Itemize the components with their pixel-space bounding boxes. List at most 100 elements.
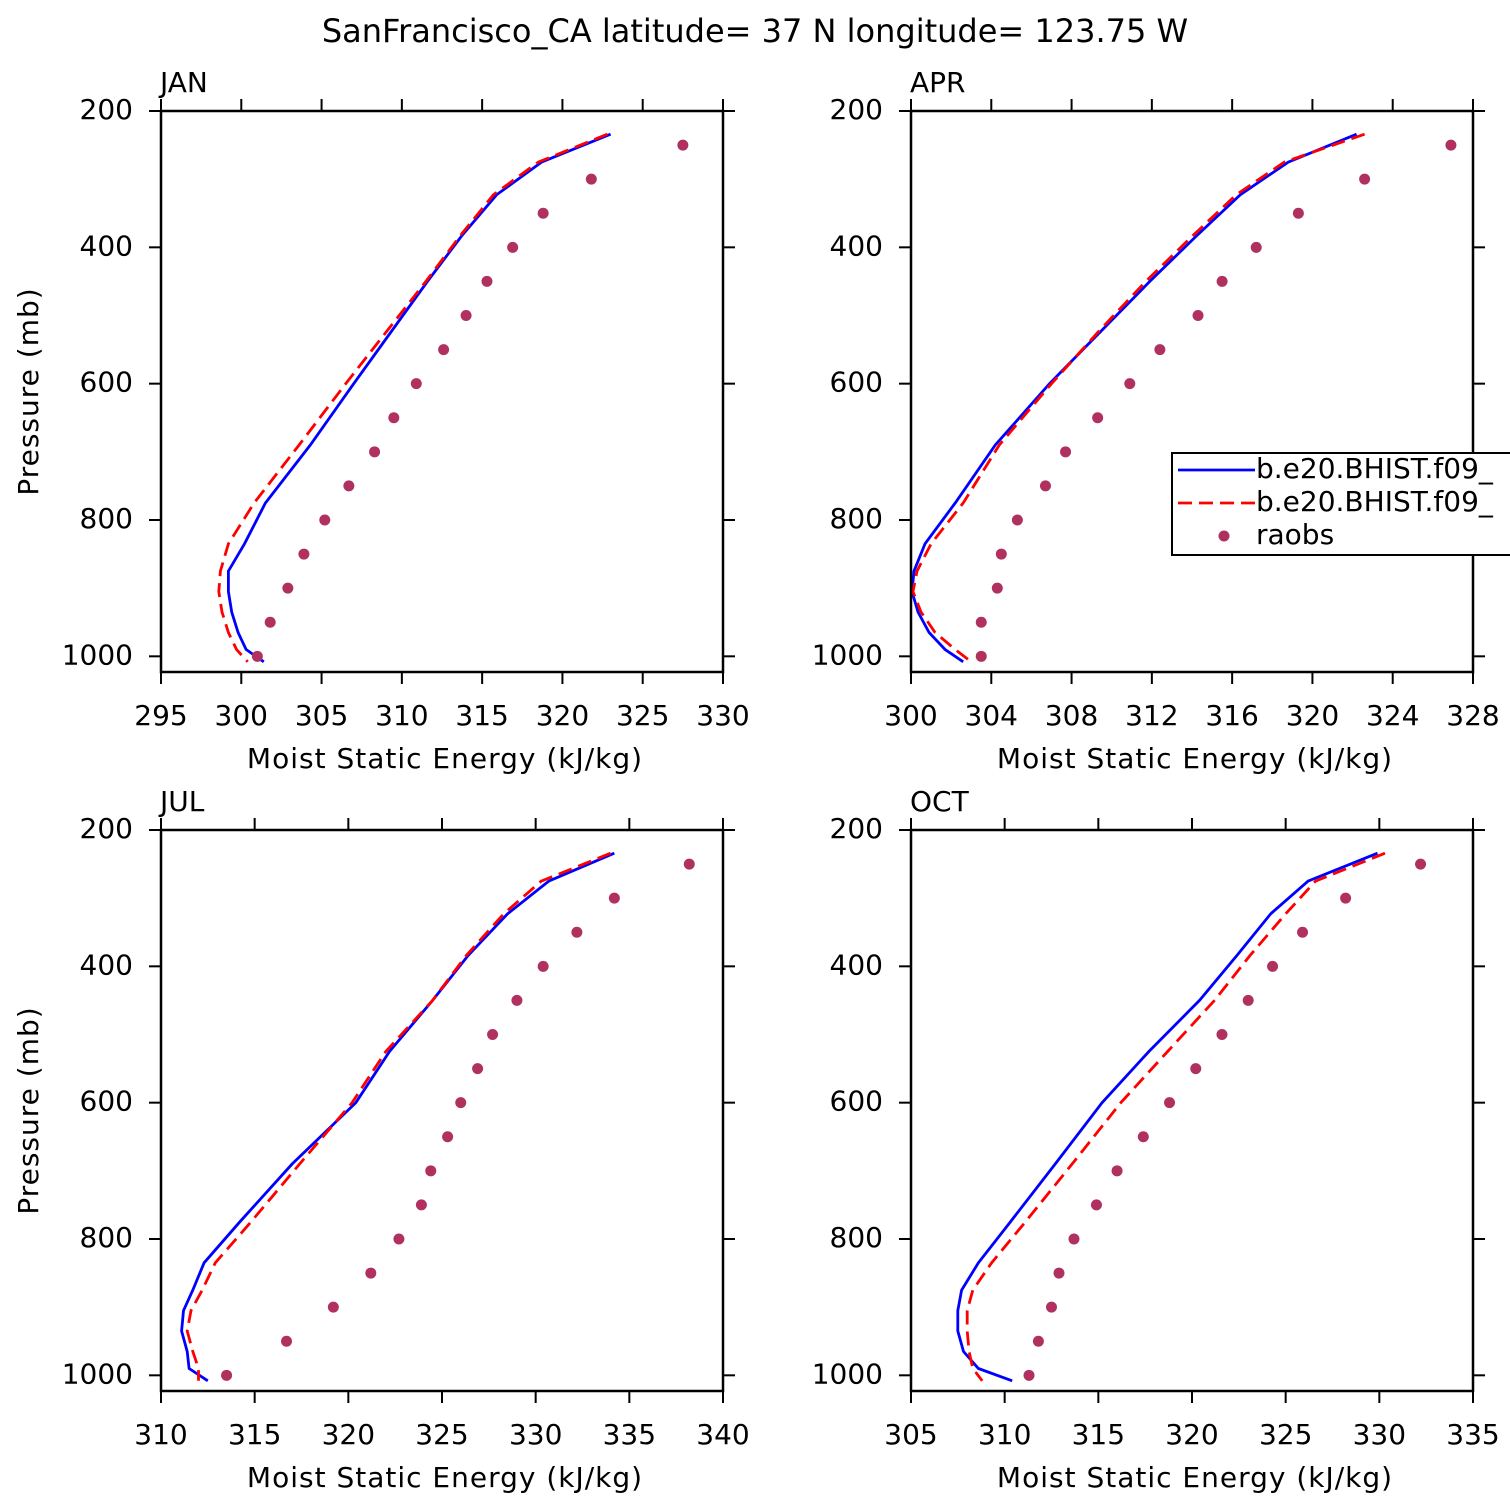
legend-marker (1218, 530, 1230, 542)
y-tick-label: 200 (80, 812, 133, 845)
raob-point (1216, 1028, 1228, 1040)
y-tick-label: 1000 (62, 1357, 133, 1390)
y-tick-label: 200 (830, 812, 883, 845)
profile-line (217, 132, 608, 663)
x-tick-label: 315 (455, 699, 508, 732)
x-axis-label: Moist Static Energy (kJ/kg) (997, 742, 1393, 775)
x-tick-label: 310 (978, 1418, 1031, 1451)
x-tick-label: 305 (884, 1418, 937, 1451)
y-tick-label: 600 (80, 1085, 133, 1118)
x-axis-label: Moist Static Energy (kJ/kg) (997, 1461, 1393, 1494)
profile-line (185, 851, 612, 1381)
raob-point (1242, 994, 1254, 1006)
raob-point (1137, 1131, 1149, 1143)
raob-point (608, 892, 620, 904)
raob-point (1011, 514, 1023, 526)
raob-point (460, 309, 472, 321)
y-tick-label: 400 (830, 948, 883, 981)
x-tick-label: 335 (603, 1418, 656, 1451)
raob-point (507, 241, 519, 253)
profile-line (911, 132, 1358, 663)
raob-point (995, 548, 1007, 560)
profile-line (911, 132, 1366, 663)
raob-point (438, 344, 450, 356)
plot-frame (909, 828, 1475, 1393)
y-tick-label: 1000 (812, 638, 883, 671)
plot-frame (159, 109, 725, 674)
x-tick-label: 320 (322, 1418, 375, 1451)
y-tick-label: 200 (80, 93, 133, 126)
x-tick-label: 295 (134, 699, 187, 732)
y-tick-label: 400 (830, 229, 883, 262)
raob-point (298, 548, 310, 560)
y-tick-label: 400 (80, 948, 133, 981)
x-tick-label: 325 (1259, 1418, 1312, 1451)
x-tick-label: 305 (295, 699, 348, 732)
profile-line (965, 851, 1386, 1382)
raob-point (281, 1335, 293, 1347)
x-tick-label: 324 (1366, 699, 1419, 732)
raob-point (1250, 241, 1262, 253)
raob-point (1190, 1063, 1202, 1075)
plot-frame (159, 828, 725, 1393)
x-tick-label: 304 (965, 699, 1018, 732)
raob-point (1046, 1301, 1057, 1313)
raob-point (1359, 173, 1371, 185)
raob-point (365, 1267, 377, 1279)
raob-point (1445, 139, 1457, 151)
raob-point (442, 1131, 454, 1143)
x-tick-label: 330 (509, 1418, 562, 1451)
x-tick-label: 300 (884, 699, 937, 732)
x-tick-label: 328 (1446, 699, 1499, 732)
y-axis-label: Pressure (mb) (12, 287, 45, 495)
y-tick-label: 1000 (812, 1357, 883, 1390)
raob-point (264, 616, 276, 628)
y-tick-label: 200 (830, 93, 883, 126)
raob-point (1292, 207, 1304, 219)
x-tick-label: 320 (536, 699, 589, 732)
raob-point (369, 446, 381, 458)
raob-point (327, 1301, 339, 1313)
x-tick-label: 320 (1165, 1418, 1218, 1451)
raob-point (1154, 344, 1166, 356)
raob-point (1415, 858, 1427, 870)
raob-point (975, 616, 987, 628)
raob-point (1092, 412, 1104, 424)
x-tick-label: 330 (1353, 1418, 1406, 1451)
figure-title: SanFrancisco_CA latitude= 37 N longitude… (322, 12, 1188, 50)
raob-point (425, 1165, 437, 1177)
raob-point (511, 994, 523, 1006)
y-tick-label: 600 (830, 1085, 883, 1118)
raob-point (472, 1063, 484, 1075)
raob-point (1192, 309, 1204, 321)
raob-point (343, 480, 355, 492)
x-tick-label: 320 (1286, 699, 1339, 732)
raob-point (571, 926, 583, 938)
legend-label: raobs (1256, 518, 1334, 551)
y-axis-label: Pressure (mb) (12, 1006, 45, 1214)
x-axis-label: Moist Static Energy (kJ/kg) (247, 1461, 643, 1494)
raob-point (1039, 480, 1051, 492)
raob-point (410, 378, 422, 390)
raob-point (221, 1369, 233, 1381)
raob-point (537, 207, 549, 219)
raob-point (1053, 1267, 1065, 1279)
raob-point (455, 1097, 467, 1109)
raob-point (1060, 446, 1072, 458)
raob-point (487, 1028, 499, 1040)
raob-point (319, 514, 331, 526)
y-tick-label: 400 (80, 229, 133, 262)
x-tick-label: 335 (1446, 1418, 1499, 1451)
raob-point (1068, 1233, 1080, 1245)
x-tick-label: 330 (696, 699, 749, 732)
panel-title: APR (910, 66, 966, 99)
plot-frame (909, 109, 1475, 674)
raob-point (1023, 1369, 1035, 1381)
raob-point (991, 582, 1003, 594)
x-tick-label: 316 (1205, 699, 1258, 732)
panel-title: JAN (158, 66, 208, 99)
x-tick-label: 340 (696, 1418, 749, 1451)
x-axis-label: Moist Static Energy (kJ/kg) (247, 742, 643, 775)
raob-point (975, 650, 987, 662)
profile-line (227, 132, 612, 663)
